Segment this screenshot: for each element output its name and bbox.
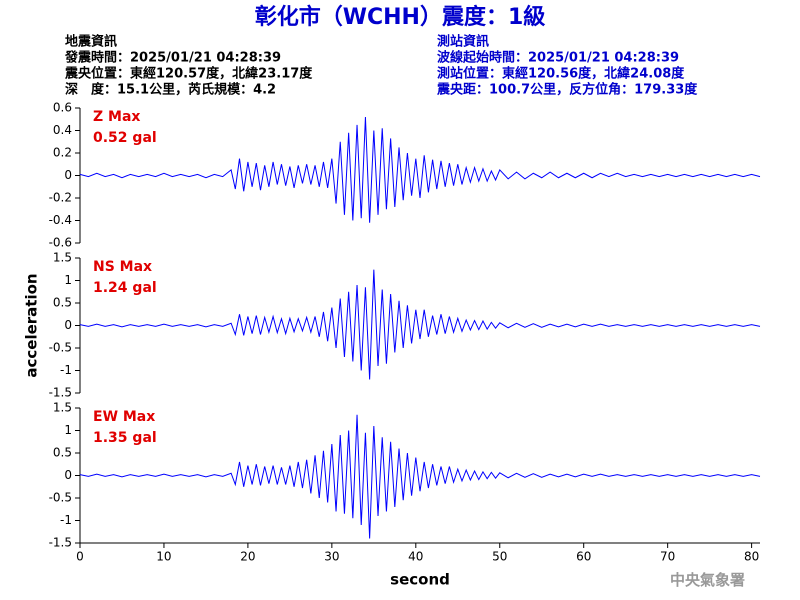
y-tick-label: 0 — [64, 468, 72, 482]
y-tick-label: 0.2 — [53, 146, 72, 160]
info-line: 深 度：15.1公里，芮氏規模：4.2 — [65, 82, 276, 98]
x-tick-label: 50 — [492, 550, 507, 564]
x-tick-label: 0 — [76, 550, 84, 564]
info-line: 測站資訊 — [437, 34, 489, 50]
y-tick-label: 1.5 — [53, 251, 72, 265]
y-tick-label: 1 — [64, 273, 72, 287]
waveform — [79, 269, 761, 380]
annotation: 1.24 gal — [93, 280, 157, 296]
info-line: 震央距：100.7公里，反方位角：179.33度 — [436, 82, 698, 98]
x-tick-label: 30 — [324, 550, 339, 564]
annotation: Z Max — [93, 109, 140, 125]
info-line: 震央位置：東經120.57度，北緯23.17度 — [64, 66, 313, 82]
y-tick-label: 1 — [64, 423, 72, 437]
x-tick-label: 60 — [576, 550, 591, 564]
chart-title: 彰化市（WCHH）震度：1級 — [255, 4, 546, 30]
y-tick-label: 0.5 — [53, 446, 72, 460]
y-tick-label: 0.5 — [53, 296, 72, 310]
y-tick-label: -1 — [60, 513, 72, 527]
x-tick-label: 80 — [744, 550, 759, 564]
y-tick-label: -0.6 — [49, 236, 72, 250]
x-tick-label: 20 — [240, 550, 255, 564]
x-tick-label: 40 — [408, 550, 423, 564]
y-tick-label: 0 — [64, 318, 72, 332]
annotation: 1.35 gal — [93, 430, 157, 446]
y-tick-label: -0.2 — [49, 191, 72, 205]
annotation: EW Max — [93, 409, 155, 425]
waveform — [79, 414, 761, 539]
info-line: 波線起始時間：2025/01/21 04:28:39 — [437, 50, 679, 66]
waveform — [79, 116, 761, 223]
y-tick-label: 0.4 — [53, 123, 72, 137]
y-tick-label: -0.5 — [49, 491, 72, 505]
y-tick-label: -1 — [60, 363, 72, 377]
y-tick-label: -1.5 — [49, 536, 72, 550]
x-tick-label: 70 — [660, 550, 675, 564]
y-tick-label: 1.5 — [53, 401, 72, 415]
annotation: NS Max — [93, 259, 152, 275]
y-tick-label: -0.4 — [49, 213, 72, 227]
info-line: 發震時間：2025/01/21 04:28:39 — [64, 50, 281, 66]
info-line: 測站位置：東經120.56度，北緯24.08度 — [437, 66, 685, 82]
watermark: 中央氣象署 — [670, 571, 745, 589]
x-tick-label: 10 — [156, 550, 171, 564]
y-tick-label: 0 — [64, 168, 72, 182]
y-tick-label: -0.5 — [49, 341, 72, 355]
x-axis-label: second — [390, 571, 450, 589]
y-tick-label: 0.6 — [53, 101, 72, 115]
annotation: 0.52 gal — [93, 130, 157, 146]
info-line: 地震資訊 — [65, 34, 117, 50]
y-axis-label: acceleration — [23, 273, 41, 377]
y-tick-label: -1.5 — [49, 386, 72, 400]
